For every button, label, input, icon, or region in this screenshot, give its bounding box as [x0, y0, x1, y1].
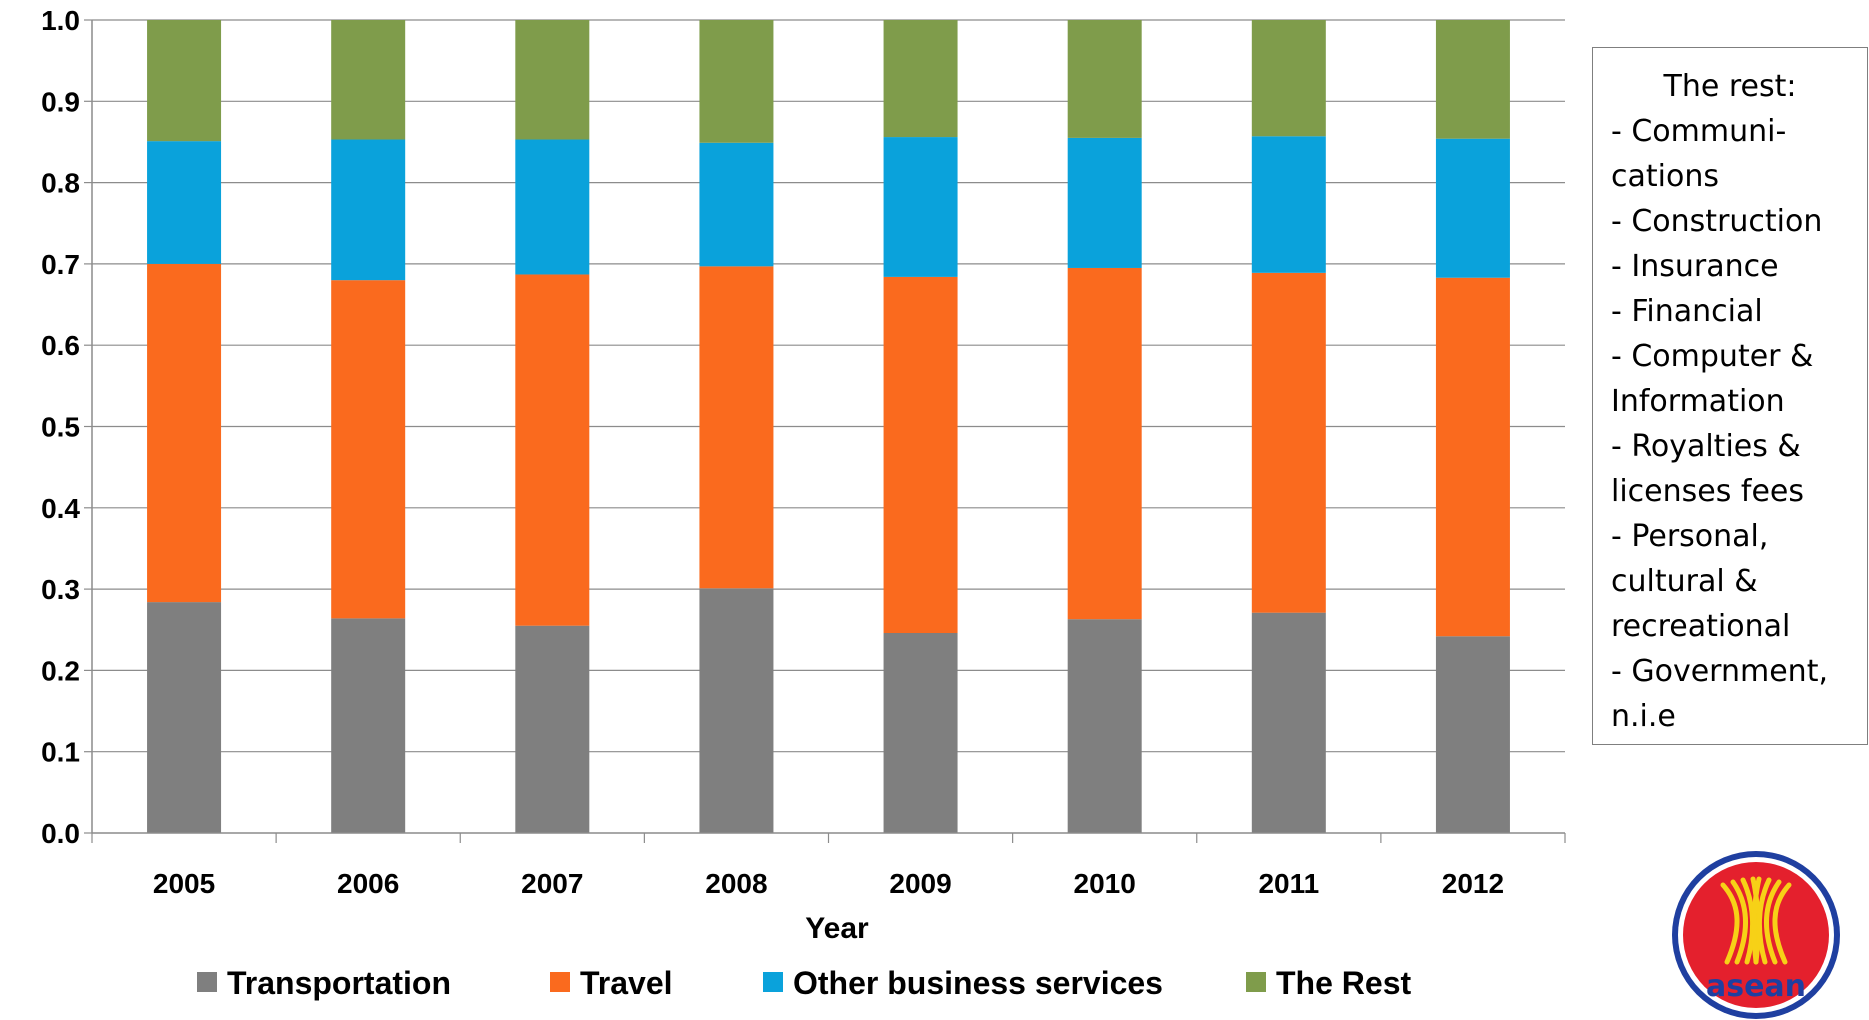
- x-tick-label: 2010: [1074, 868, 1136, 899]
- the-rest-note-box: The rest: - Communi- cations - Construct…: [1592, 47, 1868, 745]
- legend-label: The Rest: [1276, 965, 1411, 1001]
- bar-other-business-services-2006: [331, 139, 406, 281]
- bar-travel-2006: [331, 280, 406, 619]
- x-tick-label: 2012: [1442, 868, 1504, 899]
- x-tick-label: 2011: [1258, 868, 1319, 899]
- bar-travel-2012: [1435, 277, 1510, 637]
- bars: [147, 20, 1510, 833]
- bar-other-business-services-2012: [1435, 138, 1510, 278]
- note-line: - Computer &: [1611, 339, 1814, 374]
- y-tick-label: 0.8: [41, 168, 80, 199]
- bar-transportation-2005: [147, 602, 222, 833]
- legend-swatch: [763, 972, 783, 992]
- bar-travel-2011: [1251, 272, 1326, 613]
- y-tick-label: 0.0: [41, 818, 80, 849]
- gridlines: [92, 19, 1565, 753]
- bar-travel-2010: [1067, 267, 1142, 620]
- y-tick-label: 1.0: [41, 5, 80, 36]
- x-tick-label: 2009: [889, 868, 951, 899]
- note-line: cultural &: [1611, 564, 1758, 599]
- bar-transportation-2006: [331, 618, 406, 833]
- bar-other-business-services-2005: [147, 141, 222, 264]
- y-tick-label: 0.3: [41, 574, 80, 605]
- bar-the-rest-2005: [147, 20, 222, 142]
- bar-the-rest-2007: [515, 20, 590, 140]
- bar-travel-2005: [147, 263, 222, 603]
- bar-transportation-2007: [515, 625, 590, 833]
- x-tick-label: 2007: [521, 868, 583, 899]
- x-tick-label: 2008: [705, 868, 767, 899]
- y-tick-label: 0.4: [41, 493, 80, 524]
- axes: 0.0 0.1 0.2 0.3 0.4 0.5 0.6 0.7 0.8 0.9 1.0 2005 200…: [41, 5, 1566, 899]
- x-tick-label: 2005: [153, 868, 215, 899]
- bar-the-rest-2009: [883, 20, 958, 138]
- y-tick-label: 0.9: [41, 86, 80, 117]
- note-line: - Insurance: [1611, 249, 1779, 284]
- bar-transportation-2011: [1251, 612, 1326, 833]
- logo-text: asean: [1706, 969, 1806, 1004]
- note-title: The rest:: [1663, 69, 1797, 104]
- note-line: n.i.e: [1611, 699, 1676, 734]
- legend: Transportation Travel Other business servi…: [197, 965, 1411, 1001]
- bar-other-business-services-2007: [515, 139, 590, 275]
- x-tick-label: 2006: [337, 868, 399, 899]
- bar-the-rest-2012: [1435, 20, 1510, 139]
- bar-other-business-services-2011: [1251, 136, 1326, 273]
- bar-other-business-services-2009: [883, 137, 958, 277]
- legend-swatch: [1246, 972, 1266, 992]
- bar-other-business-services-2008: [699, 142, 774, 267]
- legend-label: Other business services: [793, 965, 1163, 1001]
- asean-logo: asean: [1672, 851, 1840, 1019]
- y-tick-label: 0.5: [41, 412, 80, 443]
- note-line: - Government,: [1611, 654, 1828, 689]
- note-line: - Personal,: [1611, 519, 1769, 554]
- bar-transportation-2012: [1435, 636, 1510, 833]
- bar-travel-2009: [883, 276, 958, 634]
- note-list: - Communi- cations - Construction - Insu…: [1611, 109, 1867, 739]
- note-line: recreational: [1611, 609, 1791, 644]
- note-line: - Royalties &: [1611, 429, 1801, 464]
- note-line: - Communi-: [1611, 114, 1787, 149]
- bar-the-rest-2011: [1251, 20, 1326, 137]
- x-axis-title: Year: [805, 912, 869, 945]
- bar-transportation-2010: [1067, 619, 1142, 833]
- bar-other-business-services-2010: [1067, 137, 1142, 268]
- y-tick-label: 0.1: [41, 737, 80, 768]
- bar-the-rest-2006: [331, 20, 406, 140]
- bar-travel-2008: [699, 266, 774, 589]
- bar-the-rest-2010: [1067, 20, 1142, 138]
- y-tick-label: 0.7: [41, 249, 80, 280]
- legend-label: Transportation: [227, 965, 451, 1001]
- bar-transportation-2009: [883, 633, 958, 833]
- note-line: cations: [1611, 159, 1719, 194]
- bar-the-rest-2008: [699, 20, 774, 143]
- legend-swatch: [197, 972, 217, 992]
- legend-label: Travel: [580, 965, 673, 1001]
- bar-travel-2007: [515, 274, 590, 626]
- note-line: - Construction: [1611, 204, 1823, 239]
- bar-transportation-2008: [699, 588, 774, 833]
- note-line: Information: [1611, 384, 1785, 419]
- y-tick-label: 0.2: [41, 655, 80, 686]
- note-line: - Financial: [1611, 294, 1763, 329]
- y-tick-label: 0.6: [41, 330, 80, 361]
- note-line: licenses fees: [1611, 474, 1804, 509]
- legend-swatch: [550, 972, 570, 992]
